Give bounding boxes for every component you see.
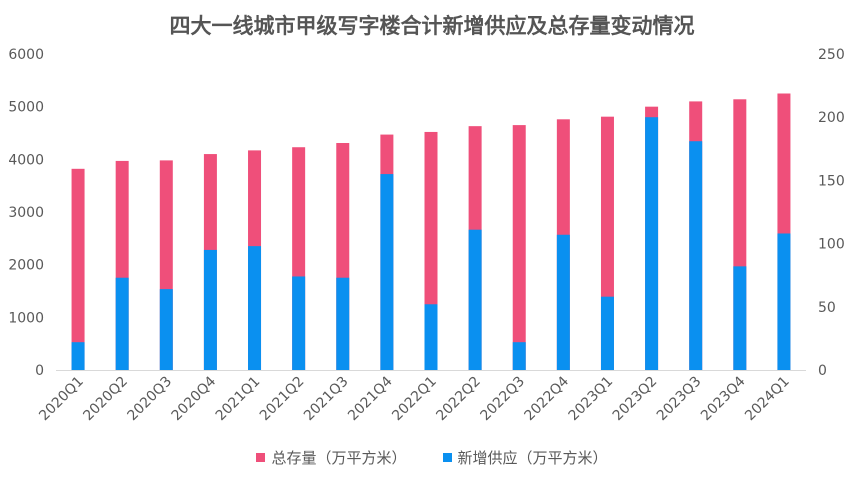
bar-new-supply	[203, 249, 217, 370]
x-tick-label: 2024Q1	[742, 374, 793, 425]
y-left-tick-label: 6000	[8, 47, 44, 63]
x-tick-label: 2020Q3	[125, 374, 176, 425]
x-tick-label: 2022Q3	[477, 374, 528, 425]
bar-total-stock	[71, 168, 85, 370]
x-tick-label: 2022Q2	[433, 374, 484, 425]
bar-new-supply	[292, 276, 306, 370]
y-left-tick-label: 0	[35, 363, 44, 379]
legend: 总存量（万平方米） 新增供应（万平方米）	[0, 447, 864, 468]
bar-new-supply	[115, 277, 129, 370]
x-tick-label: 2021Q4	[345, 373, 396, 424]
y-left-tick-label: 5000	[8, 100, 44, 116]
x-tick-label: 2021Q2	[257, 374, 308, 425]
x-tick-label: 2020Q1	[36, 374, 87, 425]
legend-label-new-supply: 新增供应（万平方米）	[457, 449, 608, 467]
x-tick-label: 2023Q1	[566, 374, 617, 425]
bar-new-supply	[336, 277, 350, 370]
bar-new-supply	[512, 342, 526, 370]
bar-new-supply	[777, 233, 791, 370]
bar-new-supply	[380, 174, 394, 370]
x-tick-label: 2021Q3	[301, 374, 352, 425]
x-tick-label: 2021Q1	[213, 374, 264, 425]
y-left-tick-label: 2000	[8, 258, 44, 274]
x-tick-label: 2022Q1	[389, 374, 440, 425]
y-right-tick-label: 250	[818, 47, 845, 63]
legend-item-new-supply: 新增供应（万平方米）	[442, 447, 608, 468]
x-tick-label: 2023Q4	[698, 373, 749, 424]
y-right-tick-label: 200	[818, 110, 845, 126]
legend-item-total-stock: 总存量（万平方米）	[256, 447, 407, 468]
bar-new-supply	[556, 234, 570, 370]
y-right-tick-label: 50	[818, 300, 836, 316]
x-tick-label: 2023Q2	[610, 374, 661, 425]
bars-layer	[71, 93, 791, 371]
bar-new-supply	[468, 229, 482, 370]
bar-new-supply	[733, 266, 747, 370]
bar-new-supply	[71, 342, 85, 370]
bar-new-supply	[159, 289, 173, 370]
legend-swatch-new-supply	[442, 453, 452, 462]
y-right-tick-label: 100	[818, 237, 845, 253]
bar-new-supply	[600, 296, 614, 370]
x-tick-label: 2020Q4	[169, 373, 220, 424]
legend-swatch-total-stock	[256, 453, 266, 462]
y-left-tick-label: 3000	[8, 205, 44, 221]
bar-new-supply	[689, 141, 703, 370]
x-tick-label: 2023Q3	[654, 374, 705, 425]
bar-total-stock	[512, 125, 526, 370]
chart-title: 四大一线城市甲级写字楼合计新增供应及总存量变动情况	[169, 14, 695, 38]
y-right-tick-label: 150	[818, 173, 845, 189]
bar-new-supply	[248, 246, 262, 370]
y-left-tick-label: 1000	[8, 310, 44, 326]
x-tick-label: 2022Q4	[522, 373, 573, 424]
y-left-tick-label: 4000	[8, 152, 44, 168]
bar-new-supply	[424, 304, 438, 370]
legend-label-total-stock: 总存量（万平方米）	[271, 449, 407, 467]
bar-new-supply	[645, 117, 659, 370]
x-tick-label: 2020Q2	[80, 374, 131, 425]
y-right-tick-label: 0	[818, 363, 827, 379]
